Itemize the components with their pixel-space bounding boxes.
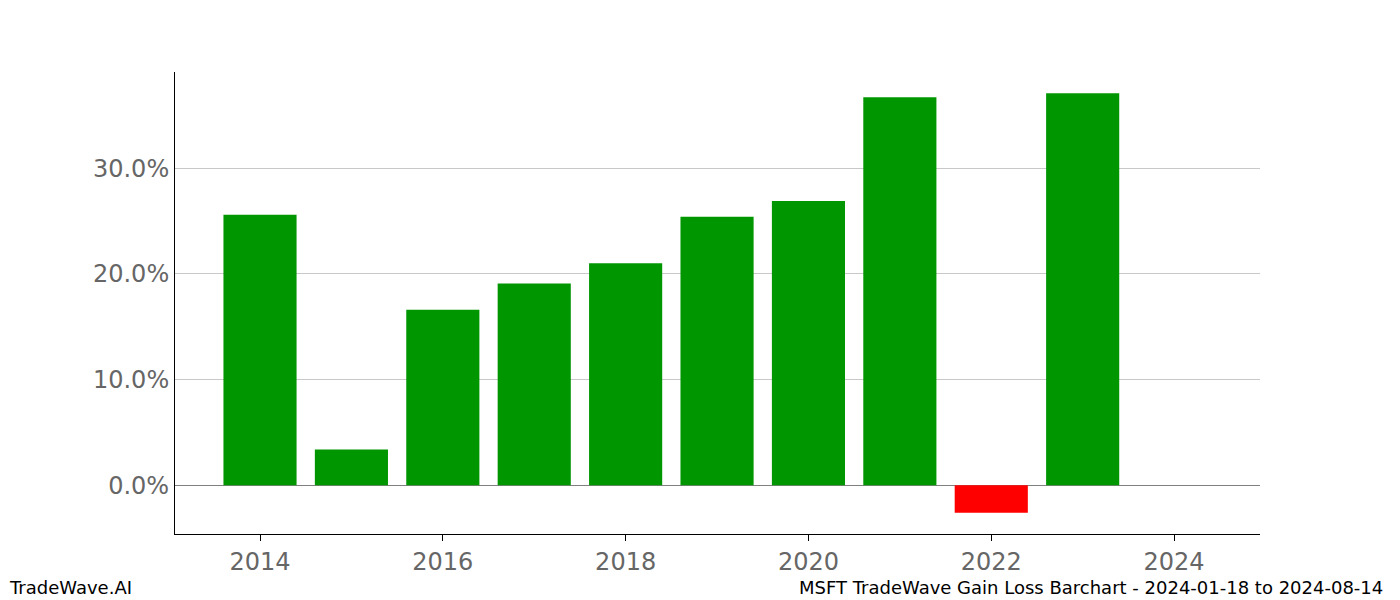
svg-text:10.0%: 10.0% [93,366,169,394]
svg-text:2024: 2024 [1144,548,1205,576]
svg-text:20.0%: 20.0% [93,260,169,288]
svg-text:30.0%: 30.0% [93,155,169,183]
svg-text:2018: 2018 [595,548,656,576]
svg-text:TradeWave.AI: TradeWave.AI [9,577,132,598]
svg-text:2016: 2016 [412,548,473,576]
svg-text:2022: 2022 [961,548,1022,576]
svg-text:2014: 2014 [229,548,290,576]
svg-text:MSFT TradeWave Gain Loss Barch: MSFT TradeWave Gain Loss Barchart - 2024… [799,577,1383,598]
svg-text:2020: 2020 [778,548,839,576]
svg-text:0.0%: 0.0% [108,472,169,500]
